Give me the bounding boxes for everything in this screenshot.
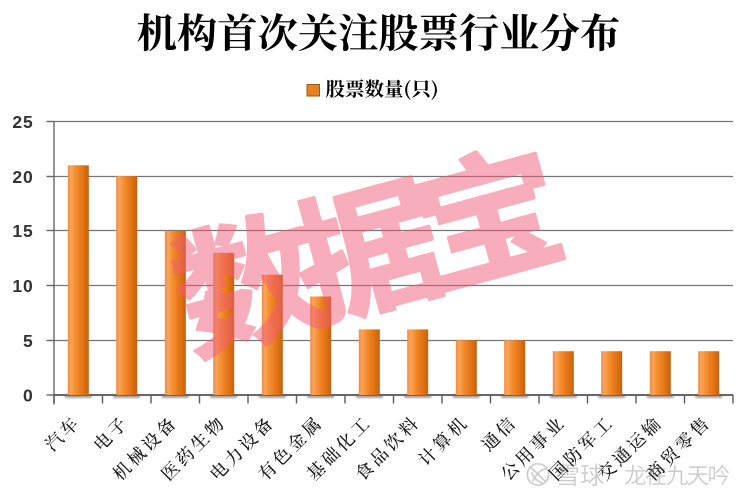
svg-text:20: 20	[12, 167, 33, 187]
svg-text:15: 15	[12, 221, 33, 241]
svg-text:25: 25	[12, 112, 33, 132]
svg-text:0: 0	[23, 385, 34, 405]
svg-text:10: 10	[12, 276, 33, 296]
svg-text:5: 5	[23, 331, 34, 351]
